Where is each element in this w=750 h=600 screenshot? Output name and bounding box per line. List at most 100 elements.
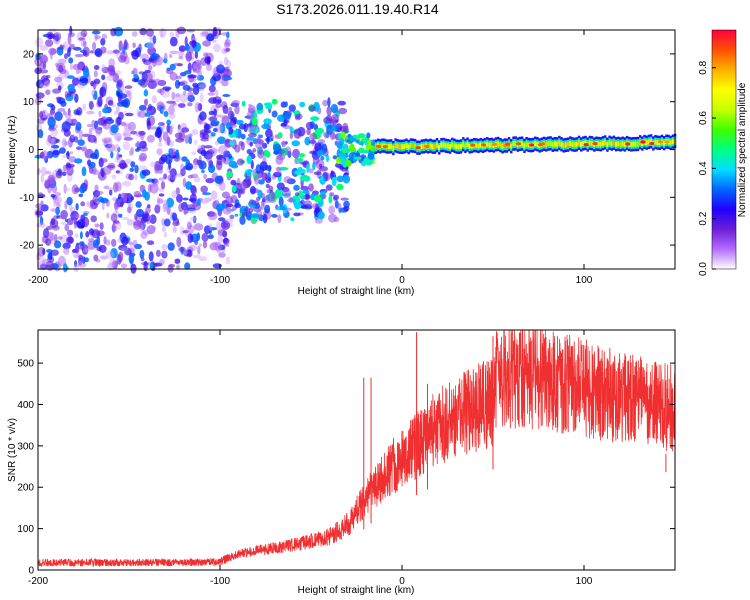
heatmap-blob (54, 111, 63, 122)
heatmap-blob (68, 57, 74, 64)
heatmap-blob (81, 145, 88, 153)
heatmap-blob (62, 242, 71, 250)
heatmap-blob (164, 136, 171, 146)
heatmap-blob (86, 201, 90, 208)
heatmap-blob (69, 122, 76, 126)
heatmap-blob (220, 32, 229, 36)
heatmap-blob (66, 165, 74, 176)
heatmap-blob (222, 207, 232, 215)
heatmap-blob (61, 121, 71, 132)
heatmap-blob (159, 258, 165, 265)
heatmap-blob (230, 179, 237, 186)
heatmap-blob (338, 107, 348, 115)
heatmap-blob (234, 144, 241, 153)
heatmap-band-cell (440, 142, 443, 148)
heatmap-blob (256, 102, 264, 111)
heatmap-blob (239, 181, 248, 191)
heatmap-blob (330, 103, 339, 114)
heatmap-blob (283, 118, 288, 127)
heatmap-blob (77, 139, 85, 146)
heatmap-band-cell (449, 144, 452, 150)
heatmap-blob (265, 128, 273, 138)
heatmap-blob (156, 127, 162, 138)
heatmap-blob (99, 197, 109, 204)
heatmap-blob (309, 133, 318, 140)
heatmap-blob (99, 255, 108, 260)
heatmap-blob (187, 233, 194, 244)
heatmap-blob (126, 89, 132, 96)
heatmap-blob (200, 200, 209, 204)
heatmap-blob (128, 173, 135, 181)
heatmap-blob (95, 126, 102, 137)
heatmap-blob (313, 171, 322, 176)
heatmap-blob (293, 184, 300, 191)
heatmap-blob (111, 238, 117, 247)
heatmap-blob (158, 156, 166, 165)
heatmap-blob (140, 217, 147, 224)
heatmap-blob (161, 250, 168, 259)
heatmap-blob (186, 45, 190, 51)
heatmap-blob (193, 223, 204, 231)
heatmap-blob (67, 48, 71, 57)
heatmap-blob (335, 162, 342, 168)
heatmap-blob (198, 256, 208, 262)
heatmap-blob (204, 56, 211, 64)
heatmap-blob (238, 124, 247, 130)
heatmap-blob (258, 215, 263, 221)
heatmap-blob (236, 158, 245, 166)
heatmap-blob (48, 47, 57, 56)
heatmap-blob (328, 195, 333, 204)
heatmap-blob (144, 62, 154, 66)
heatmap-blob (264, 204, 271, 214)
heatmap-blob (169, 72, 178, 81)
heatmap-blob (182, 230, 189, 234)
heatmap-blob (284, 207, 292, 211)
heatmap-blob (246, 137, 255, 141)
heatmap-blob (295, 157, 304, 163)
heatmap-blob (59, 215, 64, 220)
heatmap-blob (179, 92, 188, 103)
heatmap-blob (239, 215, 246, 225)
heatmap-blob (214, 175, 223, 184)
heatmap-peak (649, 141, 656, 146)
heatmap-band-cell (497, 141, 500, 147)
heatmap-blob (120, 201, 124, 208)
heatmap-blob (248, 207, 254, 213)
heatmap-band-cell (534, 141, 537, 147)
heatmap-blob (130, 161, 136, 168)
heatmap-blob (169, 175, 175, 183)
heatmap-blob (334, 200, 339, 209)
heatmap-blob (66, 236, 74, 245)
heatmap-blob (156, 249, 161, 257)
heatmap-blob (54, 233, 58, 244)
x-tick-label: -100 (210, 275, 230, 286)
heatmap-band-cell (444, 143, 447, 149)
heatmap-blob (90, 215, 97, 223)
heatmap-band-cell (374, 144, 378, 150)
heatmap-blob (56, 47, 64, 56)
heatmap-band-cell (553, 141, 557, 147)
heatmap-blob (111, 225, 115, 231)
heatmap-blob (78, 258, 83, 266)
heatmap-blob (271, 191, 276, 200)
heatmap-band-cell (590, 140, 594, 146)
heatmap-blob (130, 130, 138, 135)
heatmap-blob (349, 143, 355, 152)
heatmap-blob (93, 78, 101, 85)
heatmap-blob (291, 140, 301, 147)
heatmap-blob (35, 92, 45, 99)
heatmap-band-cell (604, 139, 607, 145)
heatmap-band-cell (630, 141, 633, 147)
heatmap-blob (131, 31, 138, 37)
heatmap-peak (424, 144, 431, 148)
heatmap-blob (37, 168, 42, 174)
heatmap-blob (149, 262, 154, 269)
colorbar-label: Normalized spectral amplitude (737, 82, 748, 217)
heatmap-blob (144, 72, 153, 82)
heatmap-blob (320, 193, 327, 200)
heatmap-blob (246, 170, 252, 177)
heatmap-blob (187, 252, 193, 258)
heatmap-peak (480, 143, 487, 147)
heatmap-band-cell (457, 144, 461, 150)
heatmap-blob (110, 27, 117, 37)
